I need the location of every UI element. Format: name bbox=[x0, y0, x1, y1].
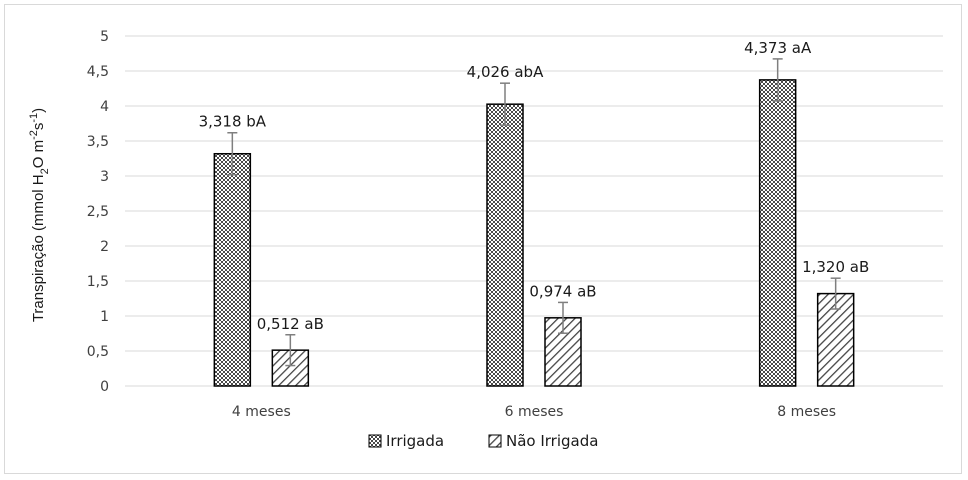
data-label: 0,974 aB bbox=[529, 282, 596, 300]
y-tick-label: 2,5 bbox=[87, 204, 109, 220]
y-tick-label: 5 bbox=[100, 29, 109, 45]
bar-chart: 0 0,5 1 1,5 2 2,5 3 3,5 4 4,5 5 3,318 bA 0,512 aB 4,… bbox=[28, 29, 943, 450]
bar bbox=[213, 152, 252, 387]
data-label: 4,026 abA bbox=[467, 63, 544, 81]
data-label: 0,512 aB bbox=[257, 315, 324, 333]
y-tick-label: 1,5 bbox=[87, 274, 109, 290]
bar bbox=[271, 349, 310, 387]
bar bbox=[486, 103, 524, 387]
legend: Irrigada Não Irrigada bbox=[368, 432, 598, 450]
y-tick-label: 2 bbox=[100, 239, 109, 255]
chart-frame: 0 0,5 1 1,5 2 2,5 3 3,5 4 4,5 5 3,318 bA 0,512 aB 4,… bbox=[4, 4, 962, 474]
bar bbox=[758, 79, 797, 387]
bar bbox=[816, 292, 855, 387]
y-axis-label: Transpiração (mmol H2O m-2s-1) bbox=[28, 108, 51, 322]
gridlines bbox=[125, 35, 943, 387]
y-axis-ticks: 0 0,5 1 1,5 2 2,5 3 3,5 4 4,5 5 bbox=[87, 29, 109, 395]
y-tick-label: 3,5 bbox=[87, 134, 109, 150]
y-tick-label: 1 bbox=[100, 309, 109, 325]
x-tick-label: 6 meses bbox=[505, 404, 564, 420]
y-tick-label: 4,5 bbox=[87, 64, 109, 80]
y-tick-label: 4 bbox=[100, 99, 109, 115]
bars: 3,318 bA 0,512 aB 4,026 abA 0,974 aB 4,373 a… bbox=[199, 39, 869, 387]
y-tick-label: 0 bbox=[100, 379, 109, 395]
legend-swatch-nao-irrigada bbox=[488, 434, 502, 448]
x-axis-ticks: 4 meses 6 meses 8 meses bbox=[232, 404, 836, 420]
legend-swatch-irrigada bbox=[368, 434, 382, 448]
x-tick-label: 8 meses bbox=[777, 404, 836, 420]
data-label: 1,320 aB bbox=[802, 258, 869, 276]
y-tick-label: 0,5 bbox=[87, 344, 109, 360]
legend-label-nao-irrigada: Não Irrigada bbox=[506, 432, 598, 450]
legend-label-irrigada: Irrigada bbox=[386, 432, 444, 450]
data-label: 3,318 bA bbox=[199, 113, 267, 131]
data-label: 4,373 aA bbox=[744, 39, 812, 57]
x-tick-label: 4 meses bbox=[232, 404, 291, 420]
y-tick-label: 3 bbox=[100, 169, 109, 185]
